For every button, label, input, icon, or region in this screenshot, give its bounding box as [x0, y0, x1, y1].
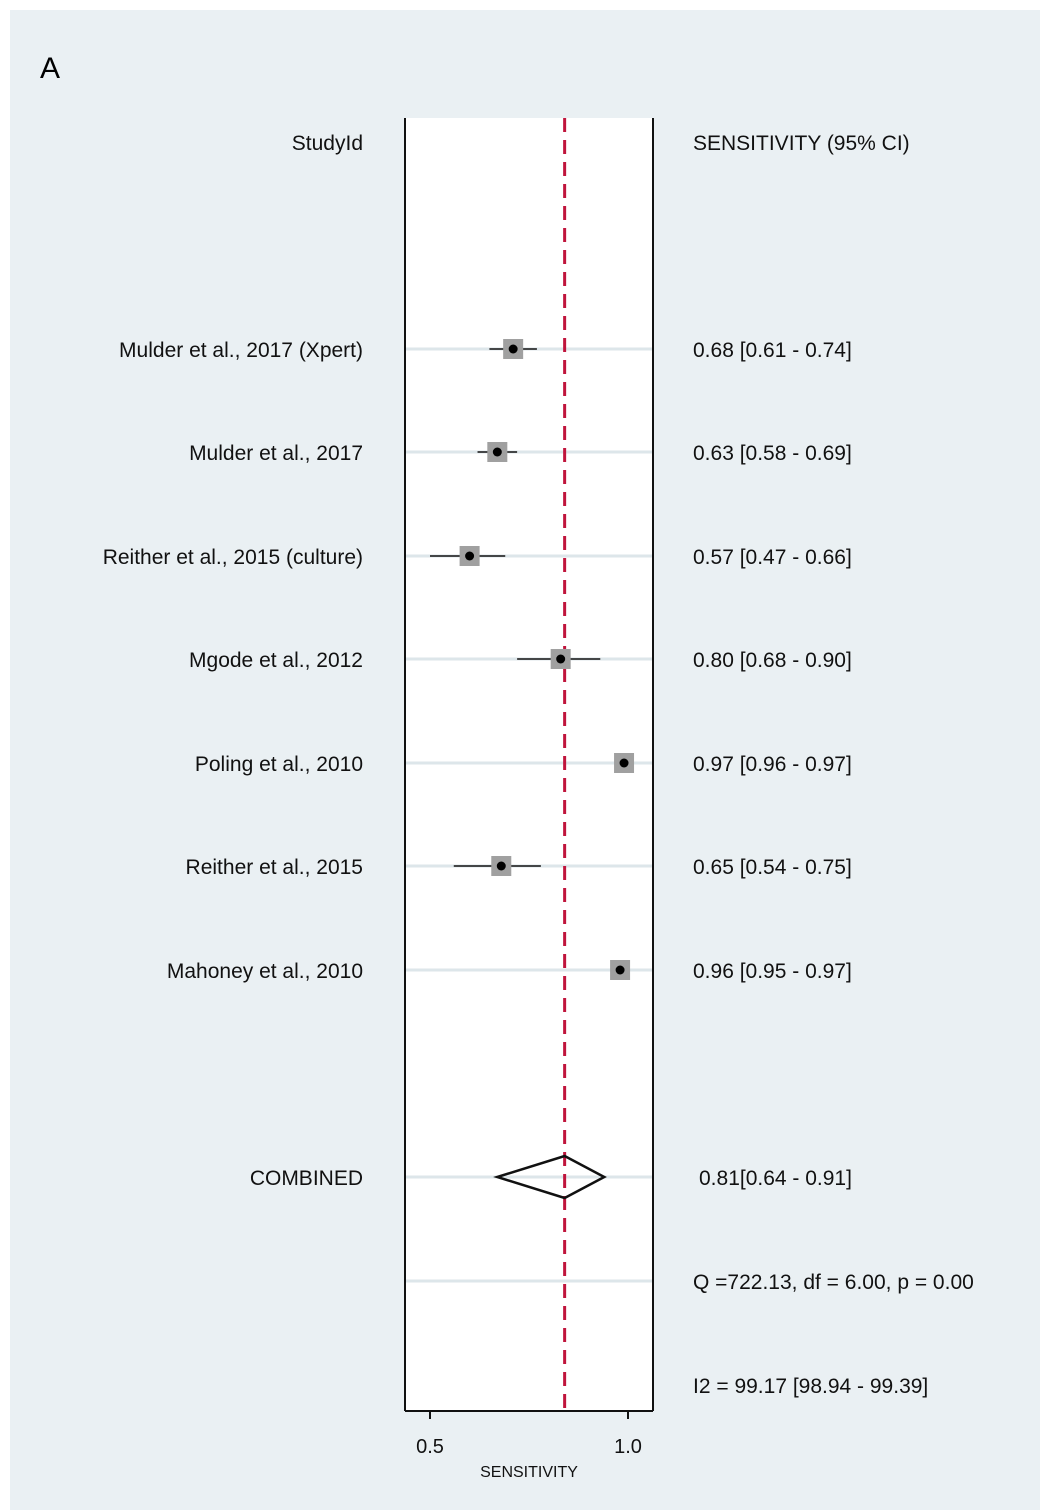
x-axis-title: SENSITIVITY	[480, 1464, 578, 1481]
study-column-header: StudyId	[292, 132, 363, 155]
study-estimate-label: 0.97 [0.96 - 0.97]	[693, 753, 852, 776]
study-point-estimate	[496, 861, 506, 871]
study-name: Reither et al., 2015 (culture)	[103, 546, 363, 569]
study-name: Mulder et al., 2017 (Xpert)	[119, 339, 363, 362]
study-point-estimate	[556, 654, 566, 664]
study-name: Mulder et al., 2017	[189, 442, 363, 465]
combined-estimate-label: 0.81[0.64 - 0.91]	[699, 1167, 852, 1190]
estimate-column-header: SENSITIVITY (95% CI)	[693, 132, 910, 155]
study-estimate-label: 0.57 [0.47 - 0.66]	[693, 546, 852, 569]
study-point-estimate	[508, 344, 518, 354]
study-estimate-label: 0.63 [0.58 - 0.69]	[693, 442, 852, 465]
study-estimate-label: 0.68 [0.61 - 0.74]	[693, 339, 852, 362]
panel-label: A	[40, 52, 61, 85]
study-point-estimate	[619, 758, 629, 768]
study-point-estimate	[492, 447, 502, 457]
figure-frame: A StudyId SENSITIVITY (95% CI) Mulder et a…	[10, 10, 1040, 1510]
combined-label: COMBINED	[250, 1167, 363, 1190]
x-tick-label: 1.0	[614, 1436, 642, 1458]
heterogeneity-stat: Q =722.13, df = 6.00, p = 0.00	[693, 1271, 974, 1294]
study-estimate-label: 0.80 [0.68 - 0.90]	[693, 649, 852, 672]
study-point-estimate	[615, 965, 625, 975]
study-estimate-label: 0.65 [0.54 - 0.75]	[693, 856, 852, 879]
heterogeneity-stat: I2 = 99.17 [98.94 - 99.39]	[693, 1375, 928, 1398]
x-tick-label: 0.5	[416, 1436, 444, 1458]
study-name: Mahoney et al., 2010	[167, 960, 363, 983]
study-name: Mgode et al., 2012	[189, 649, 363, 672]
combined-diamond	[493, 1154, 607, 1200]
study-estimate-label: 0.96 [0.95 - 0.97]	[693, 960, 852, 983]
study-name: Poling et al., 2010	[195, 753, 363, 776]
study-point-estimate	[465, 551, 475, 561]
forest-plot: StudyId SENSITIVITY (95% CI) Mulder et al.…	[103, 118, 974, 1481]
study-name: Reither et al., 2015	[186, 856, 363, 879]
